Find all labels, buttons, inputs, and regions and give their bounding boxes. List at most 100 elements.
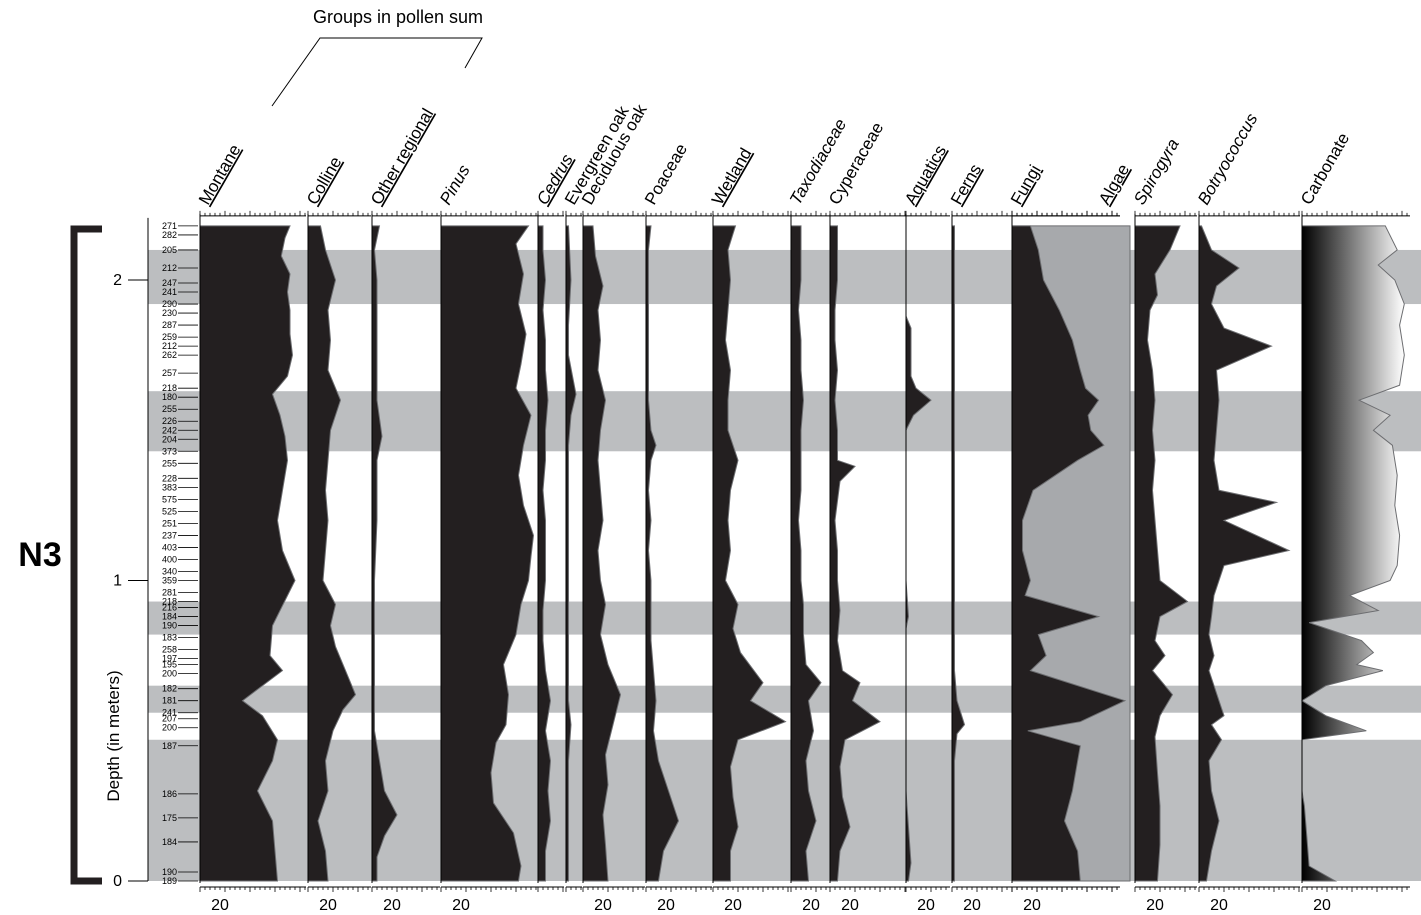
panel-area — [307, 225, 357, 882]
sample-label: 218 — [162, 597, 177, 607]
panel-area — [1011, 225, 1127, 882]
sample-label: 226 — [162, 416, 177, 426]
panel-area — [951, 225, 966, 882]
panel-area — [582, 225, 622, 882]
sample-label: 184 — [162, 837, 177, 847]
panel-evergreen-oak — [565, 210, 582, 892]
x-tick-label: 20 — [383, 897, 401, 914]
x-tick-label: 20 — [841, 897, 859, 914]
panel-header: Other regional — [367, 105, 437, 208]
x-tick-label: 20 — [802, 897, 820, 914]
sample-label: 207 — [162, 714, 177, 724]
panel-header: Carbonate — [1297, 130, 1353, 208]
sample-labels: 2712822052122472412902302872592122622572… — [162, 221, 198, 886]
depth-axis: 0 1 2 — [113, 217, 149, 890]
x-tick-label: 20 — [1210, 897, 1228, 914]
sample-label: 212 — [162, 263, 177, 273]
panel-header: Wetland — [708, 145, 755, 208]
depth-tick-label: 2 — [113, 272, 122, 289]
sample-label: 195 — [162, 660, 177, 670]
sample-label: 205 — [162, 245, 177, 255]
panel-fungi: 20 — [1011, 210, 1127, 914]
panel-pinus: 20 — [440, 210, 538, 914]
sample-label: 525 — [162, 506, 177, 516]
sample-label: 180 — [162, 392, 177, 402]
panel-area — [712, 225, 787, 882]
sample-label: 216 — [162, 603, 177, 613]
panel-header: Fungi — [1007, 162, 1045, 208]
sample-label: 187 — [162, 741, 177, 751]
panel-aquatics: 20 — [905, 210, 950, 914]
panel-cedrus — [537, 210, 564, 892]
panel-wetland: 20 — [712, 210, 791, 914]
sample-label: 181 — [162, 696, 177, 706]
panel-header: Spirogyra — [1130, 135, 1183, 208]
panel-area — [537, 225, 552, 882]
sample-label: 204 — [162, 434, 177, 444]
sample-label: 257 — [162, 368, 177, 378]
sample-label: 290 — [162, 299, 177, 309]
sample-label: 189 — [162, 876, 177, 886]
sample-label: 259 — [162, 332, 177, 342]
panel-header: Aquatics — [901, 142, 950, 208]
panel-cyperaceae: 20 — [829, 210, 906, 914]
core-label: N3 — [18, 536, 61, 574]
panel-header: Botryococcus — [1194, 110, 1262, 208]
panel-poaceae: 20 — [645, 210, 712, 914]
sample-label: 218 — [162, 383, 177, 393]
panel-taxodiaceae: 20 — [790, 210, 830, 914]
sample-label: 237 — [162, 530, 177, 540]
sample-label: 230 — [162, 308, 177, 318]
panel-area — [645, 225, 680, 882]
panel-header: Montane — [195, 141, 245, 208]
panel-area — [1198, 225, 1291, 882]
sample-label: 281 — [162, 588, 177, 598]
sample-label: 403 — [162, 542, 177, 552]
sample-label: 197 — [162, 654, 177, 664]
x-tick-label: 20 — [963, 897, 981, 914]
sample-label: 182 — [162, 684, 177, 694]
sample-label: 184 — [162, 612, 177, 622]
sample-label: 241 — [162, 708, 177, 718]
panel-area — [790, 225, 822, 882]
pollen-sum-bracket: Groups in pollen sum — [271, 7, 483, 107]
sample-label: 258 — [162, 645, 177, 655]
sample-label: 262 — [162, 350, 177, 360]
core-bracket: N3 — [18, 225, 102, 885]
panel-deciduous-oak: 20 — [582, 210, 645, 914]
panel-botryococcus: 20 — [1198, 210, 1300, 914]
sample-label: 255 — [162, 404, 177, 414]
pollen-sum-label: Groups in pollen sum — [313, 7, 483, 27]
x-tick-label: 20 — [319, 897, 337, 914]
panel-spirogyra: 20 — [1134, 210, 1197, 914]
panel-area — [1134, 225, 1189, 882]
sample-label: 242 — [162, 425, 177, 435]
panel-other-regional: 20 — [371, 210, 440, 914]
sample-label: 400 — [162, 554, 177, 564]
depth-tick-label: 0 — [113, 873, 122, 890]
sample-label: 373 — [162, 446, 177, 456]
sample-label: 575 — [162, 494, 177, 504]
panel-header: Ferns — [947, 161, 985, 208]
sample-label: 190 — [162, 621, 177, 631]
panel-header: Colline — [303, 153, 345, 208]
panel-area — [829, 225, 881, 882]
sample-label: 200 — [162, 669, 177, 679]
panel-header: Pinus — [436, 161, 474, 208]
sample-label: 241 — [162, 287, 177, 297]
x-tick-label: 20 — [452, 897, 470, 914]
panel-carbonate: 20 — [1301, 210, 1410, 914]
panel-colline: 20 — [307, 210, 371, 914]
panel-area — [371, 225, 398, 882]
sample-label: 228 — [162, 473, 177, 483]
sample-label: 175 — [162, 813, 177, 823]
panel-area — [440, 225, 535, 882]
panel-area — [565, 225, 577, 882]
sample-label: 340 — [162, 566, 177, 576]
panel-ferns: 20 — [951, 210, 1013, 914]
sample-label: 251 — [162, 518, 177, 528]
x-tick-label: 20 — [211, 897, 229, 914]
depth-tick-label: 1 — [113, 573, 122, 590]
